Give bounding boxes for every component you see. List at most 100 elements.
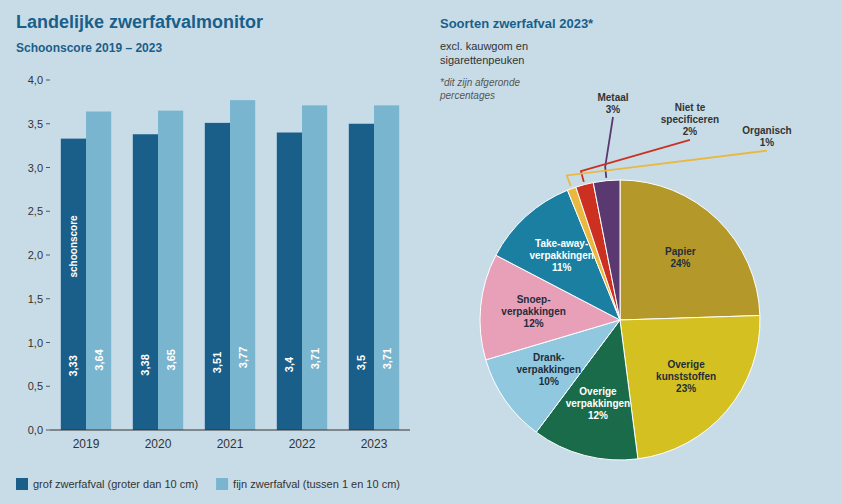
- text-line: sigarettenpeuken: [440, 54, 524, 66]
- bar-labels: 3,33 3,38 3,51 3,4 3,5 3,64 3,65 3,77 3,71 3,71 sc…: [67, 215, 392, 377]
- y-tick-label: 3,5: [28, 118, 43, 130]
- text-line: kunststoffen: [656, 371, 716, 382]
- data-label: 3,71: [381, 348, 393, 369]
- slice-label: Organisch: [742, 125, 791, 136]
- slice-value-label: 2%: [683, 126, 698, 137]
- text-line: percentages: [439, 90, 495, 101]
- slice-label: Metaal: [597, 92, 628, 103]
- slice-label: Niet tespecificeren: [661, 102, 719, 125]
- text-line: Niet te: [675, 102, 706, 113]
- legend-swatch: [16, 478, 28, 490]
- slice-label: Take-away-verpakkingen: [529, 238, 593, 261]
- slice-value-label: 10%: [539, 376, 559, 387]
- bar: [349, 124, 374, 430]
- data-label: 3,77: [237, 347, 249, 368]
- y-tick-label: 2,5: [28, 205, 43, 217]
- y-tick-label: 0,0: [28, 424, 43, 436]
- leader-line: [581, 140, 690, 182]
- legend: grof zwerfafval (groter dan 10 cm)fijn z…: [16, 478, 400, 490]
- y-tick: [46, 80, 50, 81]
- text-line: Overige: [579, 386, 617, 397]
- text-line: *dit zijn afgeronde: [440, 77, 520, 88]
- x-tick-label: 2021: [217, 437, 244, 451]
- data-label: 3,65: [165, 349, 177, 370]
- data-label: 3,5: [355, 355, 367, 370]
- y-tick-label: 0,5: [28, 380, 43, 392]
- text-line: Take-away-: [535, 238, 588, 249]
- pie-labels: Papier24%Overigekunststoffen23%Overigeve…: [501, 92, 791, 422]
- data-label: 3,33: [67, 355, 79, 376]
- title: Landelijke zwerfafvalmonitor: [16, 12, 263, 32]
- slice-value-label: 12%: [588, 410, 608, 421]
- y-tick: [46, 211, 50, 212]
- y-tick: [46, 342, 50, 343]
- x-tick-label: 2019: [73, 437, 100, 451]
- y-axis: 0,0 0,5 1,0 1,5 2,0 2,5 3,0 3,5 4,0: [28, 74, 50, 436]
- text-line: verpakkingen: [517, 364, 581, 375]
- bar: [374, 105, 399, 430]
- slice-value-label: 24%: [670, 258, 690, 269]
- data-label: 3,71: [309, 348, 321, 369]
- slice-value-label: 11%: [552, 262, 572, 273]
- x-tick-label: 2023: [361, 437, 388, 451]
- subtitle: Schoonscore 2019 – 2023: [16, 41, 162, 55]
- text-line: Snoep-: [517, 294, 551, 305]
- x-tick-label: 2022: [289, 437, 316, 451]
- slice-value-label: 1%: [760, 137, 775, 148]
- y-tick-label: 1,0: [28, 337, 43, 349]
- bar: [86, 112, 111, 431]
- text-line: verpakkingen: [529, 250, 593, 261]
- annotation: schoonscore: [68, 215, 79, 278]
- bar: [302, 105, 327, 430]
- y-tick: [46, 167, 50, 168]
- y-tick: [46, 123, 50, 124]
- slice-value-label: 3%: [606, 104, 621, 115]
- bar: [61, 139, 86, 430]
- bars: [61, 100, 399, 430]
- slice-label: Overigekunststoffen: [656, 359, 716, 382]
- leader-line: [567, 151, 767, 186]
- slice-value-label: 12%: [524, 318, 544, 329]
- x-tick-label: 2020: [145, 437, 172, 451]
- bar: [133, 134, 158, 430]
- y-tick-label: 3,0: [28, 162, 43, 174]
- text-line: verpakkingen: [501, 306, 565, 317]
- data-label: 3,51: [211, 352, 223, 373]
- text-line: Papier: [665, 246, 696, 257]
- bar: [277, 133, 302, 431]
- chart: Landelijke zwerfafvalmonitor Schoonscore …: [0, 0, 842, 504]
- pie-slice: [620, 180, 760, 320]
- bar: [205, 123, 230, 430]
- text-line: Drank-: [533, 352, 565, 363]
- y-tick-label: 2,0: [28, 249, 43, 261]
- y-tick: [46, 255, 50, 256]
- legend-swatch: [216, 478, 228, 490]
- pie-slices: [480, 180, 760, 460]
- y-tick-label: 4,0: [28, 74, 43, 86]
- y-tick-label: 1,5: [28, 293, 43, 305]
- pie-subtitle: excl. kauwgom en sigarettenpeuken: [440, 40, 528, 66]
- pie-title: Soorten zwerfafval 2023*: [440, 16, 594, 31]
- pie-slice: [620, 316, 760, 459]
- slice-label: Snoep-verpakkingen: [501, 294, 565, 317]
- text-line: Metaal: [597, 92, 628, 103]
- text-line: Organisch: [742, 125, 791, 136]
- slice-label: Papier: [665, 246, 696, 257]
- data-label: 3,4: [283, 356, 295, 372]
- text-line: Overige: [667, 359, 705, 370]
- pie-slice: [593, 180, 620, 320]
- y-tick: [46, 298, 50, 299]
- leader-line: [605, 117, 613, 178]
- data-label: 3,64: [93, 348, 105, 370]
- y-tick: [46, 386, 50, 387]
- slice-value-label: 23%: [676, 383, 696, 394]
- data-label: 3,38: [139, 354, 151, 375]
- text-line: excl. kauwgom en: [440, 40, 528, 52]
- slice-label: Overigeverpakkingen: [566, 386, 630, 409]
- slice-label: Drank-verpakkingen: [517, 352, 581, 375]
- text-line: verpakkingen: [566, 398, 630, 409]
- legend-label: fijn zwerfafval (tussen 1 en 10 cm): [233, 478, 400, 490]
- x-axis-line: [50, 430, 410, 431]
- y-tick: [46, 430, 50, 431]
- text-line: specificeren: [661, 114, 719, 125]
